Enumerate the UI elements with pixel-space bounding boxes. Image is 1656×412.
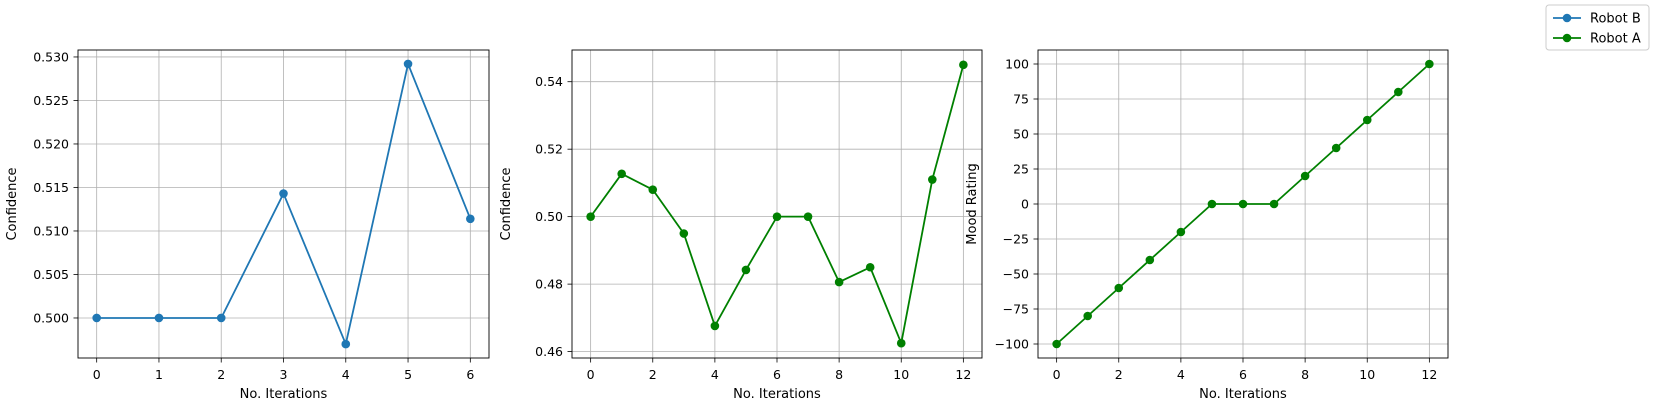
y-tick-label: 0.54 [535,74,563,89]
x-tick-label: 2 [649,367,657,382]
data-point [1362,115,1372,125]
data-point [1083,311,1092,321]
y-tick-label: 0.50 [535,209,563,224]
x-tick-label: 12 [955,367,971,382]
y-tick-label: 100 [1005,57,1029,72]
data-point [1145,255,1155,265]
x-tick-label: 4 [711,367,719,382]
y-tick-label: −25 [1003,232,1029,247]
axes-frame [1037,49,1449,359]
x-tick-label: 10 [893,367,909,382]
x-tick-label: 0 [1053,367,1061,382]
data-point [154,313,164,323]
y-tick-label: 75 [1013,92,1029,107]
data-point [403,59,413,69]
x-tick-label: 4 [342,367,350,382]
y-tick-label: 0.505 [33,267,69,282]
legend-label: Robot A [1590,32,1641,47]
data-point [341,339,351,349]
x-tick-label: 1 [155,367,163,382]
subplot-3: 0 2 4 6 8 10 12 −100 −75 −50 −25 0 25 50 75 100 No. Iter… [965,49,1449,402]
y-tick-label: −75 [1003,302,1029,317]
y-tick-label: −50 [1003,267,1029,282]
x-tick-label: 6 [773,367,781,382]
data-point [1052,339,1061,349]
y-tick-label: 0.52 [535,142,563,157]
data-point [1114,283,1124,293]
data-point [1238,199,1248,209]
y-tick-label: 0.530 [33,49,69,64]
x-tick-label: 4 [1177,367,1185,382]
data-point [679,229,689,238]
data-point [741,265,751,275]
x-tick-label: 2 [1115,367,1123,382]
x-tick-label: 5 [404,367,412,382]
x-axis-label: No. Iterations [733,387,821,402]
legend-marker [1562,13,1572,23]
data-point [834,277,844,287]
x-axis-label: No. Iterations [240,387,328,402]
data-point [1331,143,1341,153]
data-point [216,313,226,323]
x-axis-label: No. Iterations [1199,387,1287,402]
subplot-1: 0 1 2 3 4 5 6 0.500 0.505 0.510 0.515 0.520 0.525 0.5… [5,49,490,402]
y-axis-label: Confidence [5,167,20,240]
data-point [92,313,101,323]
y-tick-label: −100 [995,337,1029,352]
data-point [1207,199,1217,209]
figure-legend: Robot B Robot A [1545,4,1650,51]
y-tick-label: 0.500 [33,310,69,325]
y-tick-label: 25 [1013,162,1029,177]
y-tick-label: 0.520 [33,136,69,151]
x-tick-label: 10 [1359,367,1375,382]
data-point [803,212,813,221]
data-point [617,169,626,179]
data-point [710,321,720,331]
y-axis-label: Confidence [499,167,514,240]
data-point [865,262,875,272]
y-axis-label: Mood Rating [965,163,980,244]
data-point [1269,199,1279,209]
x-tick-label: 3 [280,367,288,382]
data-point [772,212,782,221]
y-tick-label: 0.510 [33,223,69,238]
data-point [1300,171,1310,181]
y-tick-label: 0 [1021,197,1029,212]
x-tick-label: 8 [1301,367,1309,382]
data-point [1425,59,1434,69]
data-point [896,338,906,348]
data-point [928,175,937,184]
y-tick-label: 50 [1013,127,1029,142]
axes-frame [571,49,983,359]
x-tick-label: 8 [835,367,843,382]
data-point [1394,87,1403,97]
data-point [279,189,288,198]
data-point [466,214,475,224]
x-tick-label: 12 [1421,367,1437,382]
legend-marker [1562,33,1572,43]
y-tick-label: 0.515 [33,180,69,195]
x-tick-label: 6 [1239,367,1247,382]
axes-frame [77,49,490,359]
data-point [648,185,658,194]
x-tick-label: 0 [587,367,595,382]
legend-label: Robot B [1590,12,1641,27]
y-tick-label: 0.46 [535,344,563,359]
data-point [959,60,968,70]
y-tick-label: 0.525 [33,93,69,108]
data-point [586,212,595,221]
x-tick-label: 2 [217,367,225,382]
subplot-2: 0 2 4 6 8 10 12 0.46 0.48 0.50 0.52 0.54 No. Iterati… [499,49,983,402]
y-tick-label: 0.48 [535,277,563,292]
data-point [1176,227,1186,237]
x-tick-label: 0 [93,367,101,382]
x-tick-label: 6 [466,367,474,382]
